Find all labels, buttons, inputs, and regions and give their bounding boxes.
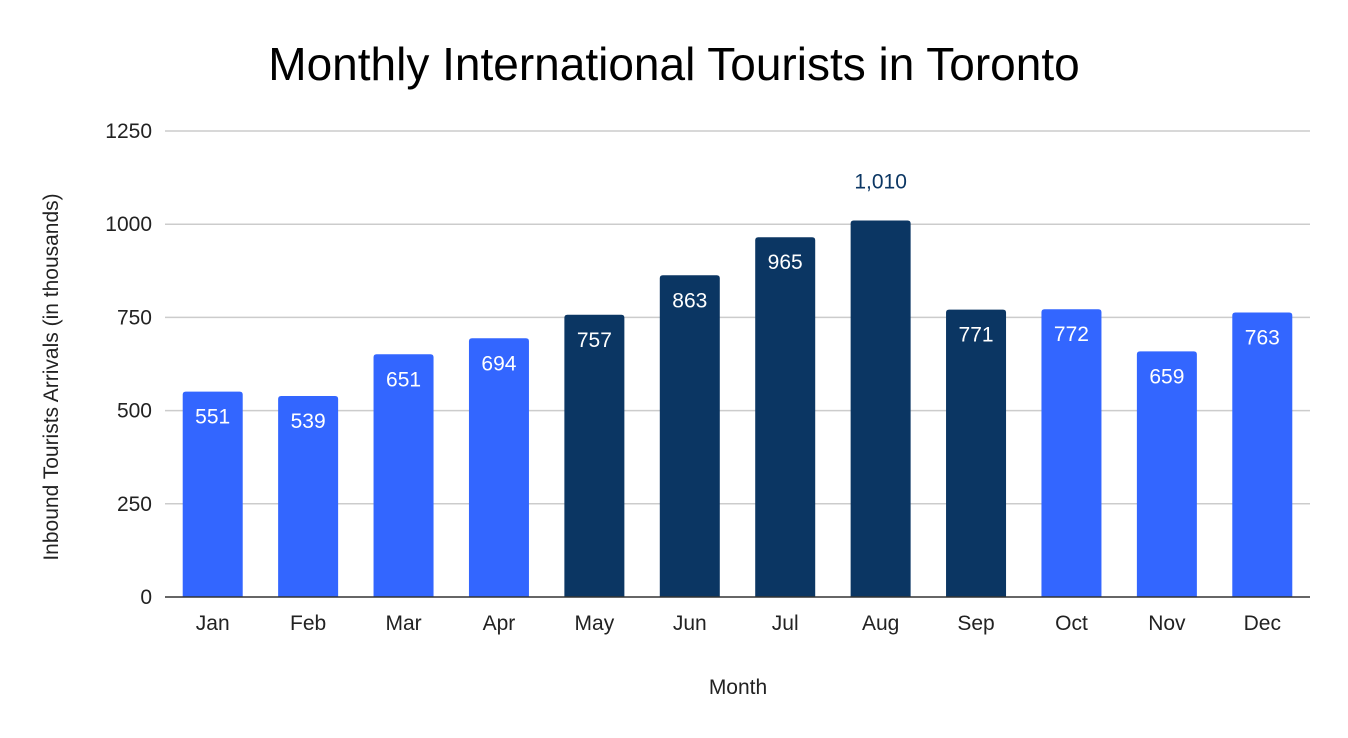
bar-nov xyxy=(1136,351,1197,597)
x-tick-label: Dec xyxy=(1244,612,1281,635)
data-label-oct: 772 xyxy=(1054,323,1089,346)
x-tick-label: Oct xyxy=(1055,612,1088,635)
data-labels: 551 539 651 694 757 863 965 1,010 771 772 659 763 xyxy=(195,170,1280,433)
data-label-mar: 651 xyxy=(386,368,421,391)
data-label-nov: 659 xyxy=(1149,365,1184,388)
x-tick-label: Nov xyxy=(1148,612,1186,635)
data-label-aug: 1,010 xyxy=(854,170,907,193)
bars xyxy=(182,220,1293,598)
y-tick-label: 0 xyxy=(140,586,152,609)
x-tick-label: Apr xyxy=(483,612,516,635)
bar-sep xyxy=(946,309,1007,597)
data-label-dec: 763 xyxy=(1245,327,1280,350)
x-axis-label: Month xyxy=(709,676,767,699)
bar-mar xyxy=(373,354,434,597)
y-tick-label: 500 xyxy=(117,400,152,423)
x-tick-label: Jun xyxy=(673,612,707,635)
bar-jan xyxy=(182,391,243,597)
x-tick-label: Feb xyxy=(290,612,326,635)
data-label-jun: 863 xyxy=(672,289,707,312)
y-axis-label: Inbound Tourists Arrivals (in thousands) xyxy=(40,193,63,560)
x-tick-label: Jan xyxy=(196,612,230,635)
data-label-may: 757 xyxy=(577,329,612,352)
bar-jul xyxy=(755,237,816,598)
data-label-feb: 539 xyxy=(291,410,326,433)
x-tick-label: Aug xyxy=(862,612,899,635)
x-axis-ticks: Jan Feb Mar Apr May Jun Jul Aug Sep Oct Nov Dec xyxy=(196,612,1281,635)
y-tick-label: 1000 xyxy=(105,213,152,236)
bar-may xyxy=(564,314,625,597)
data-label-sep: 771 xyxy=(959,324,994,347)
x-tick-label: May xyxy=(575,612,615,635)
bar-oct xyxy=(1041,309,1102,597)
chart-title: Monthly International Tourists in Toront… xyxy=(268,38,1079,90)
x-tick-label: Jul xyxy=(772,612,799,635)
bar-dec xyxy=(1232,312,1293,597)
bar-jun xyxy=(659,275,720,597)
x-tick-label: Sep xyxy=(957,612,994,635)
bar-feb xyxy=(278,396,339,597)
bar-apr xyxy=(468,338,529,597)
y-tick-label: 1250 xyxy=(105,120,152,143)
y-tick-label: 250 xyxy=(117,493,152,516)
gridlines xyxy=(165,130,1310,505)
data-label-apr: 694 xyxy=(481,352,516,375)
x-tick-label: Mar xyxy=(385,612,421,635)
y-axis-ticks: 0 250 500 750 1000 1250 xyxy=(105,120,152,609)
data-label-jan: 551 xyxy=(195,406,230,429)
data-label-jul: 965 xyxy=(768,251,803,274)
bar-aug xyxy=(850,220,911,598)
y-tick-label: 750 xyxy=(117,306,152,329)
